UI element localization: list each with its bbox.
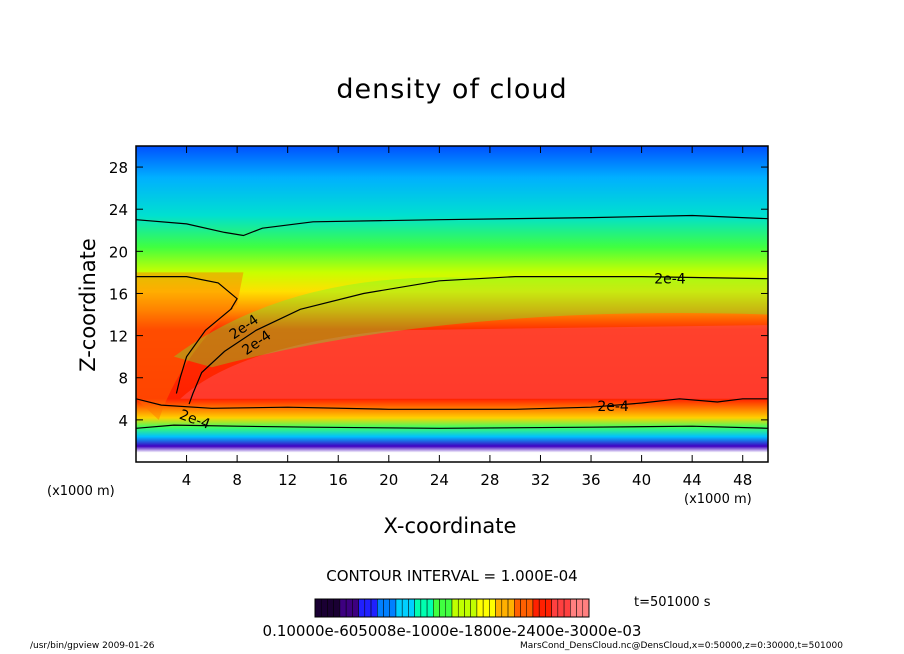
contour-interval-label: CONTOUR INTERVAL = 1.000E-04 <box>326 567 578 585</box>
y-tick-label: 20 <box>109 243 128 261</box>
footer-source: MarsCond_DensCloud.nc@DensCloud,x=0:5000… <box>520 641 843 651</box>
plot-frame <box>135 145 769 463</box>
contour-label: 2e-4 <box>597 399 629 415</box>
heat-core-region <box>180 325 768 399</box>
contour-line-0 <box>136 214 768 237</box>
colorbar-cell <box>489 598 496 618</box>
colorbar-cell <box>482 598 490 618</box>
y-tick-label: 28 <box>109 159 128 177</box>
x-axis-unit: (x1000 m) <box>684 492 752 507</box>
x-tick-label: 40 <box>632 471 651 489</box>
colorbar-cell <box>526 598 534 618</box>
x-axis-label: X-coordinate <box>383 514 517 538</box>
colorbar-cell <box>470 598 478 618</box>
heatmap-field <box>136 146 768 462</box>
colorbar-cell <box>457 598 465 618</box>
colorbar-cell <box>420 598 428 618</box>
colorbar-cell <box>327 598 334 618</box>
colorbar-cell <box>501 598 509 618</box>
colorbar-cell <box>314 598 322 618</box>
colorbar-cell <box>358 598 366 618</box>
colorbar-cell <box>570 598 577 618</box>
y-axis-unit: (x1000 m) <box>47 484 115 499</box>
colorbar-cell <box>520 598 527 618</box>
colorbar-tick-labels: 0.10000e-605008e-1000e-1800e-2400e-3000e… <box>262 622 642 640</box>
colorbar-cell <box>563 598 571 618</box>
y-tick-label: 4 <box>118 412 128 430</box>
contour-line-5 <box>136 424 768 429</box>
heat-green-wedge <box>173 277 768 368</box>
heat-plume-region <box>136 272 244 420</box>
footer-program-date: /usr/bin/gpview 2009-01-26 <box>30 641 155 651</box>
colorbar-cell <box>557 598 565 618</box>
colorbar-cell <box>538 598 546 618</box>
colorbar <box>314 598 590 618</box>
y-tick-label: 24 <box>109 201 128 219</box>
colorbar-cell <box>451 598 459 618</box>
x-tick-label: 16 <box>329 471 348 489</box>
y-tick-label: 8 <box>118 370 128 388</box>
colorbar-cell <box>414 598 422 618</box>
colorbar-cell <box>514 598 521 618</box>
chart-title: density of cloud <box>336 74 568 105</box>
colorbar-cell <box>408 598 415 618</box>
colorbar-cell <box>476 598 484 618</box>
x-tick-label: 24 <box>430 471 449 489</box>
colorbar-cell <box>551 598 559 618</box>
colorbar-cell <box>439 598 447 618</box>
time-label: t=501000 s <box>634 595 711 610</box>
colorbar-frame <box>314 598 590 618</box>
colorbar-cell <box>364 598 372 618</box>
colorbar-cell <box>495 598 503 618</box>
contour-line-2 <box>188 276 768 405</box>
colorbar-cell <box>339 598 347 618</box>
colorbar-cell <box>426 598 434 618</box>
colorbar-cell <box>532 598 540 618</box>
colorbar-cell <box>545 598 552 618</box>
colorbar-cell <box>401 598 409 618</box>
x-tick-label: 36 <box>581 471 600 489</box>
colorbar-cell <box>433 598 440 618</box>
contour-line-4 <box>136 398 768 410</box>
x-tick-label: 12 <box>278 471 297 489</box>
y-axis-label: Z-coordinate <box>76 238 100 372</box>
x-tick-label: 48 <box>733 471 752 489</box>
colorbar-cell <box>582 598 590 618</box>
colorbar-cell <box>507 598 515 618</box>
x-tick-label: 32 <box>531 471 550 489</box>
y-tick-label: 16 <box>109 285 128 303</box>
colorbar-cell <box>333 598 341 618</box>
contour-label: 2e-4 <box>654 272 686 288</box>
colorbar-cell <box>464 598 471 618</box>
colorbar-cell <box>576 598 584 618</box>
contour-line-3 <box>175 307 233 394</box>
x-tick-label: 8 <box>232 471 242 489</box>
colorbar-cell <box>383 598 390 618</box>
colorbar-cell <box>320 598 328 618</box>
colorbar-cell <box>352 598 359 618</box>
x-tick-label: 44 <box>683 471 702 489</box>
colorbar-cell <box>395 598 403 618</box>
colorbar-cell <box>345 598 353 618</box>
colorbar-cell <box>377 598 384 618</box>
colorbar-cell <box>445 598 453 618</box>
x-tick-label: 20 <box>379 471 398 489</box>
x-tick-label: 4 <box>182 471 192 489</box>
contour-line-1 <box>136 276 238 310</box>
colorbar-cell <box>370 598 378 618</box>
x-tick-label: 28 <box>480 471 499 489</box>
colorbar-cell <box>389 598 397 618</box>
y-tick-label: 12 <box>109 328 128 346</box>
